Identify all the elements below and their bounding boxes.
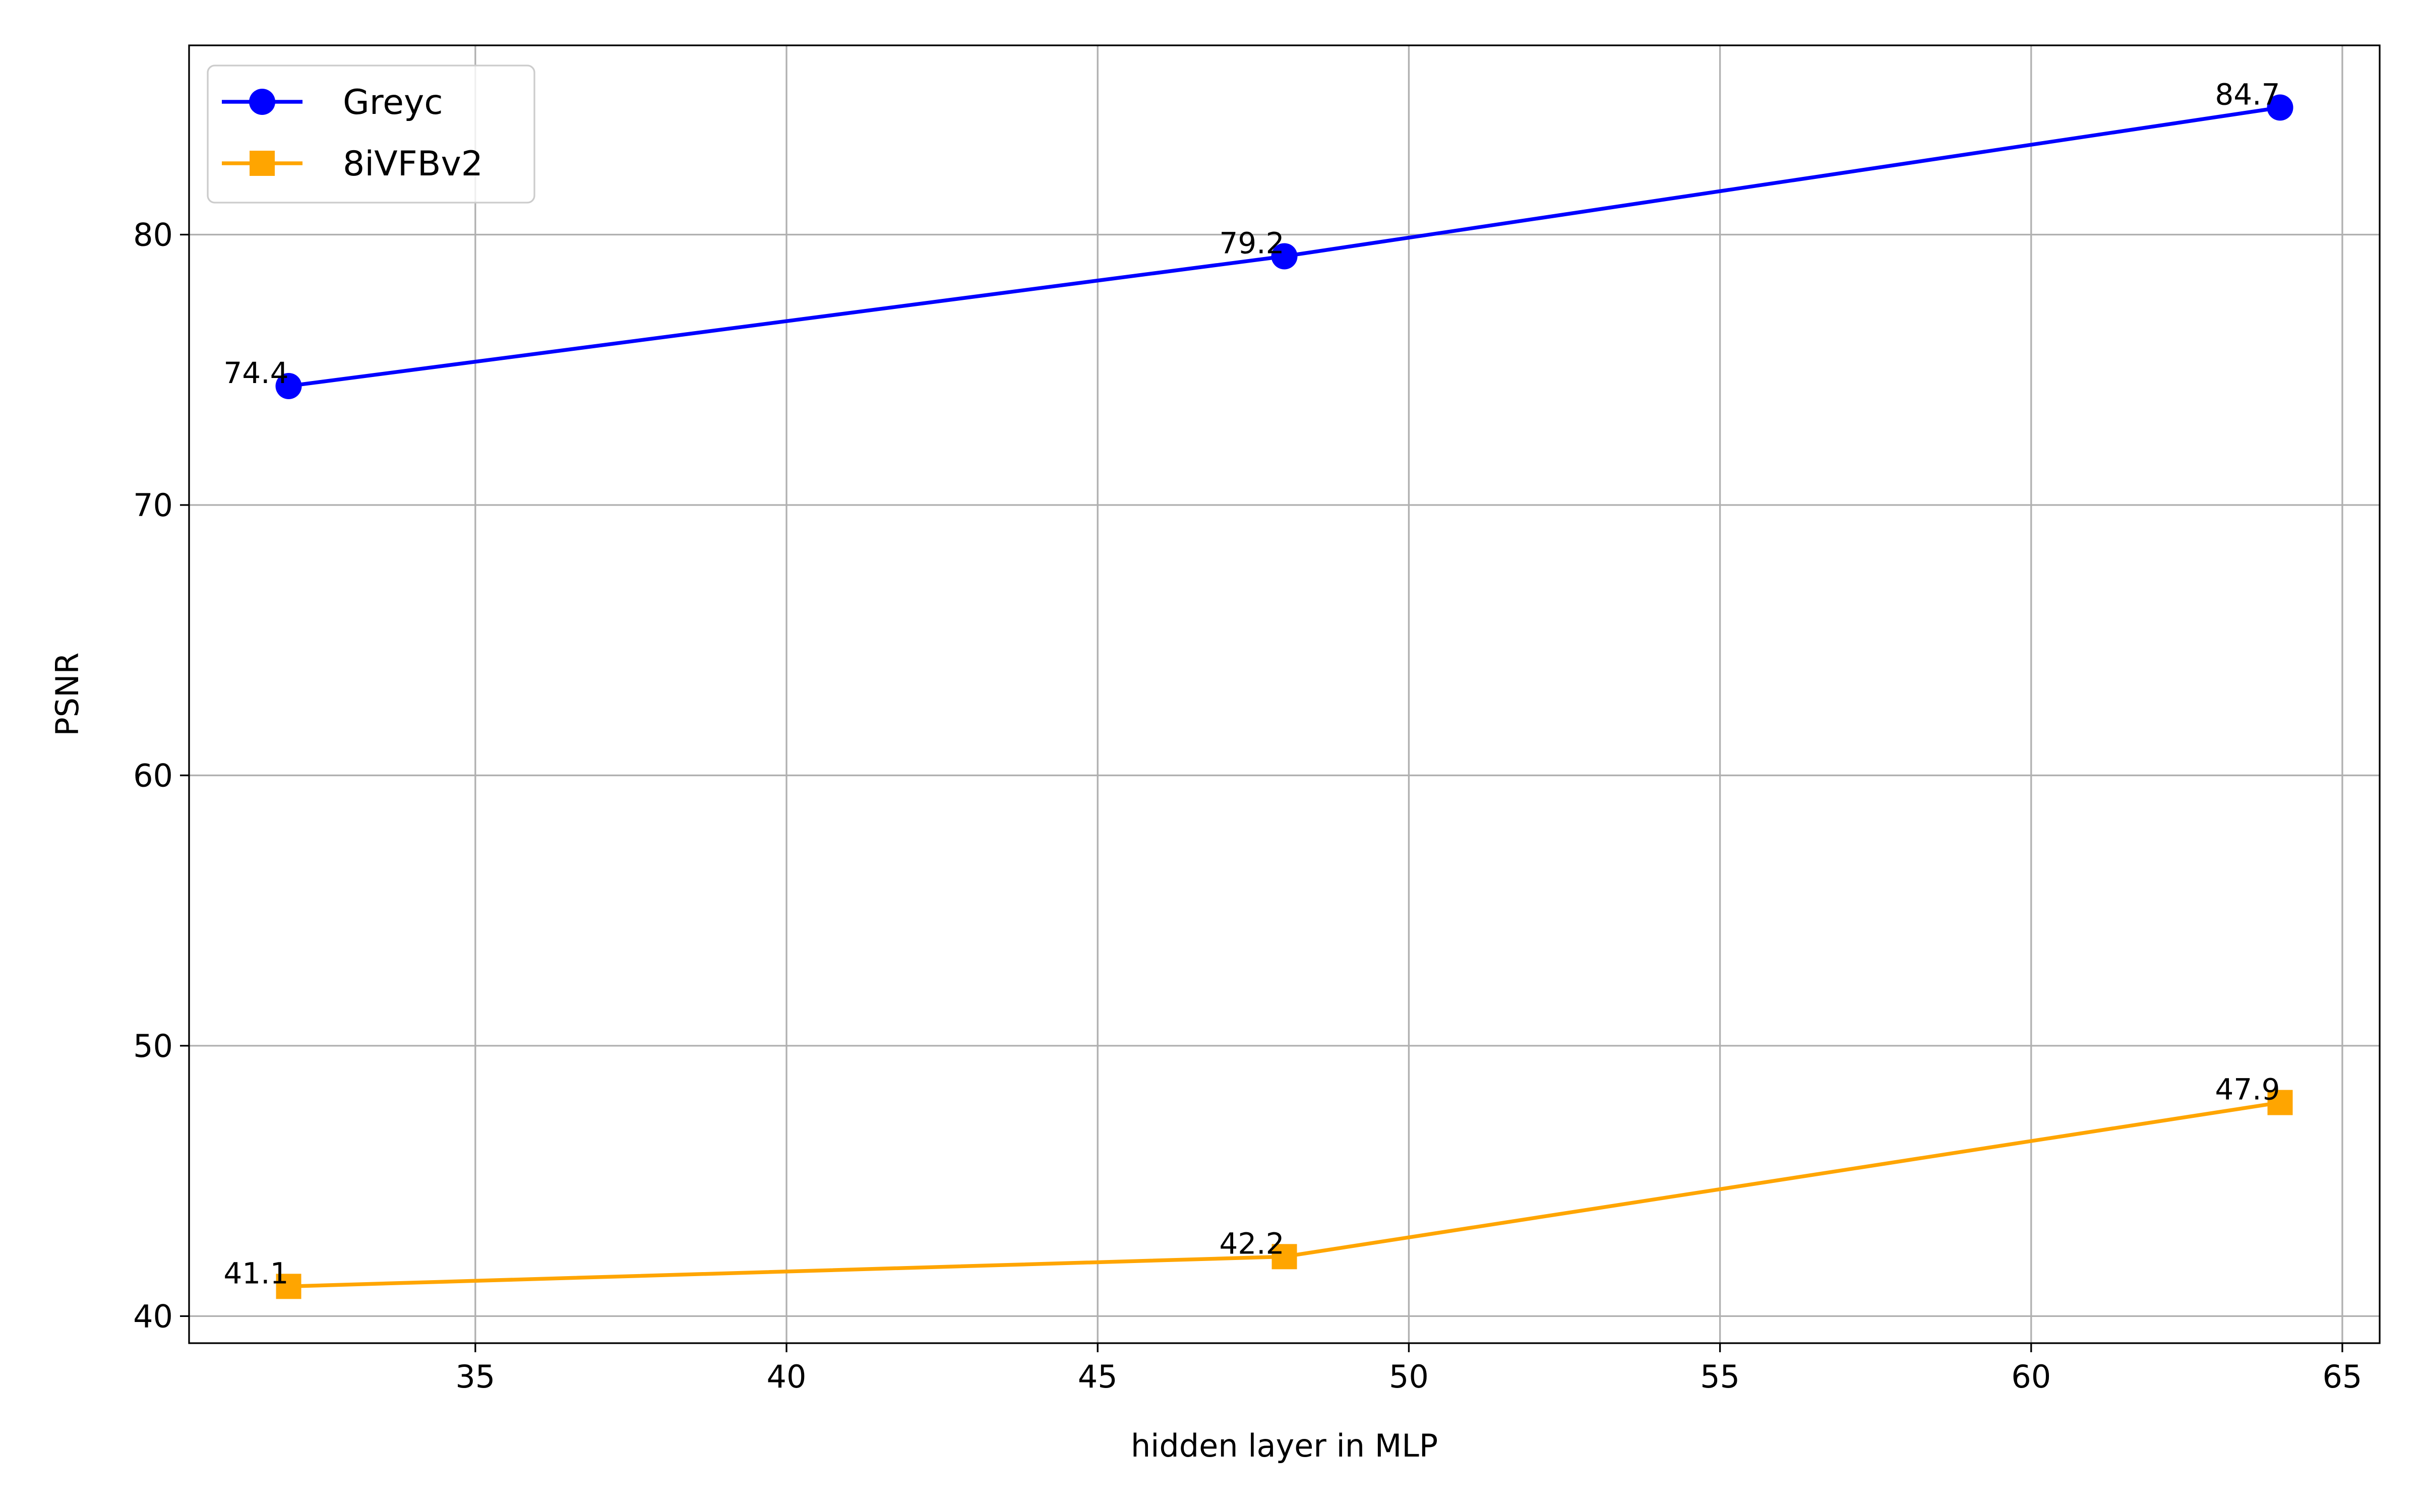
x-axis-label: hidden layer in MLP — [1131, 1427, 1438, 1464]
grid — [189, 45, 2380, 1343]
data-point — [1272, 1244, 1297, 1270]
data-point — [1271, 243, 1298, 270]
legend-entry: 8iVFBv2 — [222, 144, 483, 184]
legend-label: 8iVFBv2 — [343, 144, 483, 184]
data-point — [2267, 1090, 2293, 1115]
legend-marker — [249, 89, 275, 115]
legend-label: Greyc — [343, 83, 443, 122]
plot-frame — [188, 44, 2381, 1344]
y-tick-label: 50 — [133, 1028, 173, 1064]
x-tick-label: 45 — [1078, 1358, 1118, 1395]
x-tick-label: 60 — [2011, 1358, 2051, 1395]
series-layer: 74.4 79.2 84.7 41.1 42.2 47.9 — [223, 77, 2293, 1299]
axis-ticks: 35 40 45 50 55 60 65 40 50 60 70 80 — [133, 217, 2362, 1395]
legend-entries: Greyc 8iVFBv2 — [222, 83, 483, 184]
series-greyc: 74.4 79.2 84.7 — [223, 77, 2293, 399]
x-tick-label: 55 — [1700, 1358, 1740, 1395]
data-label: 84.7 — [2215, 77, 2280, 111]
x-tick-label: 40 — [767, 1358, 807, 1395]
legend-marker — [250, 151, 275, 176]
y-tick-label: 40 — [133, 1298, 173, 1335]
data-label: 74.4 — [223, 356, 288, 390]
data-point — [275, 372, 302, 399]
x-tick-label: 50 — [1389, 1358, 1429, 1395]
data-label: 42.2 — [1219, 1226, 1284, 1261]
legend-entry: Greyc — [222, 83, 443, 122]
data-label: 79.2 — [1219, 226, 1284, 260]
legend: Greyc 8iVFBv2 — [207, 65, 535, 204]
data-point — [276, 1274, 301, 1299]
y-tick-label: 70 — [133, 487, 173, 524]
series-8ivfbv2: 41.1 42.2 47.9 — [223, 1073, 2293, 1299]
x-tick-label: 35 — [455, 1358, 495, 1395]
y-axis-label: PSNR — [49, 652, 86, 736]
legend-box — [207, 65, 535, 204]
y-tick-label: 80 — [133, 217, 173, 254]
data-label: 41.1 — [223, 1256, 288, 1290]
y-tick-label: 60 — [133, 757, 173, 794]
data-label: 47.9 — [2215, 1073, 2280, 1107]
x-tick-label: 65 — [2322, 1358, 2362, 1395]
data-point — [2267, 94, 2293, 121]
